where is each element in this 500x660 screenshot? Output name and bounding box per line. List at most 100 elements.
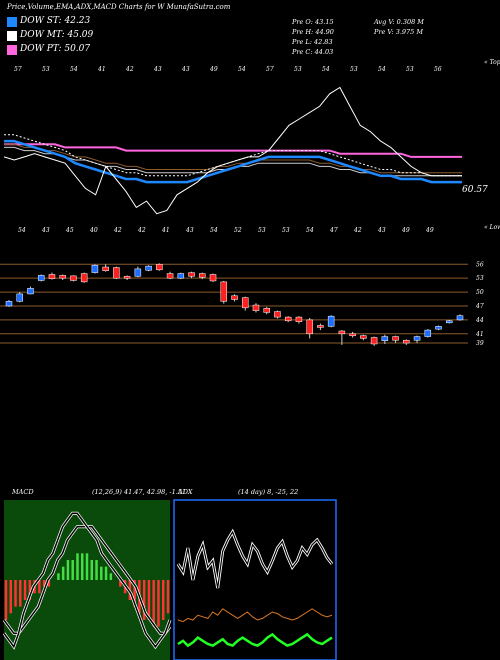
- candle-body: [209, 274, 217, 282]
- tops-label: 53: [42, 66, 50, 73]
- dow-st-swatch: [7, 17, 17, 27]
- price-level-label: 47: [475, 303, 484, 310]
- lows-label: 53: [282, 227, 290, 234]
- tops-label: 54: [322, 66, 330, 73]
- candle-body: [37, 275, 45, 281]
- tops-label: 54: [378, 66, 386, 73]
- stat-high: Pre H: 44.90: [292, 28, 334, 36]
- dow-st-label: DOW ST: 42.23: [20, 16, 91, 26]
- candle-body: [80, 273, 88, 283]
- dow-mt-swatch: [7, 31, 17, 41]
- candle-body: [381, 336, 389, 341]
- stat-close: Pre C: 44.03: [292, 48, 334, 56]
- dow-pt-swatch: [7, 45, 17, 55]
- lows-label: 43: [377, 227, 386, 234]
- candle-body: [156, 264, 163, 271]
- chart-title: Price,Volume,EMA,ADX,MACD Charts for W M…: [7, 3, 231, 11]
- candle-body: [456, 315, 464, 321]
- candle-body: [252, 304, 260, 311]
- macd-params: (12,26,9) 41.47, 42.98, -1.51: [92, 488, 187, 496]
- candle-body: [145, 265, 152, 271]
- candle-body: [231, 295, 238, 300]
- candle-body: [16, 293, 23, 302]
- adx-frame: [173, 499, 337, 660]
- tops-marker: « Tops: [484, 59, 500, 66]
- candle-body: [360, 335, 367, 339]
- lows-label: 42: [353, 227, 362, 234]
- lows-label: 54: [210, 227, 218, 234]
- last-price-label: 60.57: [462, 185, 488, 195]
- candle-body: [91, 264, 99, 273]
- tops-label: 43: [181, 66, 190, 73]
- lows-label: 45: [65, 227, 74, 234]
- candle-body: [446, 320, 453, 324]
- tops-label: 54: [70, 66, 78, 73]
- ema-brown-line: [4, 143, 462, 174]
- candle-body: [317, 325, 324, 328]
- adx-params: (14 day) 8, -25, 22: [238, 488, 299, 496]
- candle-body: [70, 275, 77, 281]
- tops-label: 57: [14, 66, 22, 73]
- candle-body: [284, 316, 292, 322]
- stat-open: Pre O: 43.15: [292, 18, 334, 26]
- tops-label: 57: [266, 66, 274, 73]
- tops-label: 53: [350, 66, 358, 73]
- tops-label: 53: [406, 66, 414, 73]
- lows-label: 49: [401, 227, 410, 234]
- candle-body: [220, 281, 228, 302]
- candle-body: [424, 329, 432, 337]
- candle-body: [241, 297, 249, 309]
- price-level-label: 44: [475, 317, 484, 324]
- candle-body: [48, 274, 56, 279]
- adx-title: ADX: [178, 488, 193, 496]
- adx-plus-line: [177, 530, 333, 589]
- lows-label: 41: [161, 227, 170, 234]
- lows-label: 43: [185, 227, 194, 234]
- dow-pt-line: [4, 143, 462, 158]
- price-level-label: 53: [476, 275, 484, 282]
- price-level-label: 39: [476, 340, 484, 347]
- candle-body: [349, 333, 356, 337]
- tops-label: 54: [238, 66, 246, 73]
- stat-low: Pre L: 42.83: [292, 38, 333, 46]
- candle-body: [327, 315, 335, 327]
- candle-body: [5, 301, 13, 307]
- candle-body: [177, 273, 185, 279]
- candle-body: [27, 288, 34, 295]
- lows-label: 47: [329, 227, 338, 234]
- ema-white-dotted-line: [4, 134, 462, 177]
- candle-body: [370, 337, 378, 345]
- candle-body: [123, 276, 131, 279]
- tops-label: 53: [294, 66, 302, 73]
- lows-marker: « Lows: [484, 224, 500, 231]
- dow-pt-label: DOW PT: 50.07: [20, 44, 91, 54]
- candle-body: [295, 316, 303, 322]
- candle-body: [113, 267, 120, 279]
- lows-label: 42: [137, 227, 146, 234]
- dow-st-line: [4, 139, 462, 184]
- candle-body: [274, 311, 281, 318]
- stat-avg-volume: Avg V: 0.308 M: [374, 18, 424, 26]
- macd-line: [3, 512, 171, 649]
- price-level-label: 41: [475, 331, 484, 338]
- tops-label: 41: [97, 66, 106, 73]
- candle-body: [263, 308, 270, 313]
- candle-body: [134, 268, 142, 277]
- candle-body: [199, 273, 206, 278]
- lows-label: 42: [113, 227, 122, 234]
- candle-body: [102, 266, 109, 272]
- price-line: [3, 86, 462, 215]
- adx-line: [177, 632, 333, 648]
- price-level-label: 56: [476, 261, 484, 268]
- lows-label: 54: [18, 227, 26, 234]
- lows-label: 49: [425, 227, 434, 234]
- candle-body: [166, 273, 174, 279]
- tops-label: 56: [434, 66, 442, 73]
- lows-label: 43: [41, 227, 50, 234]
- candle-body: [306, 319, 313, 335]
- candle-body: [403, 340, 410, 344]
- price-level-label: 50: [476, 289, 484, 296]
- candle-body: [392, 336, 399, 341]
- tops-label: 49: [209, 66, 218, 73]
